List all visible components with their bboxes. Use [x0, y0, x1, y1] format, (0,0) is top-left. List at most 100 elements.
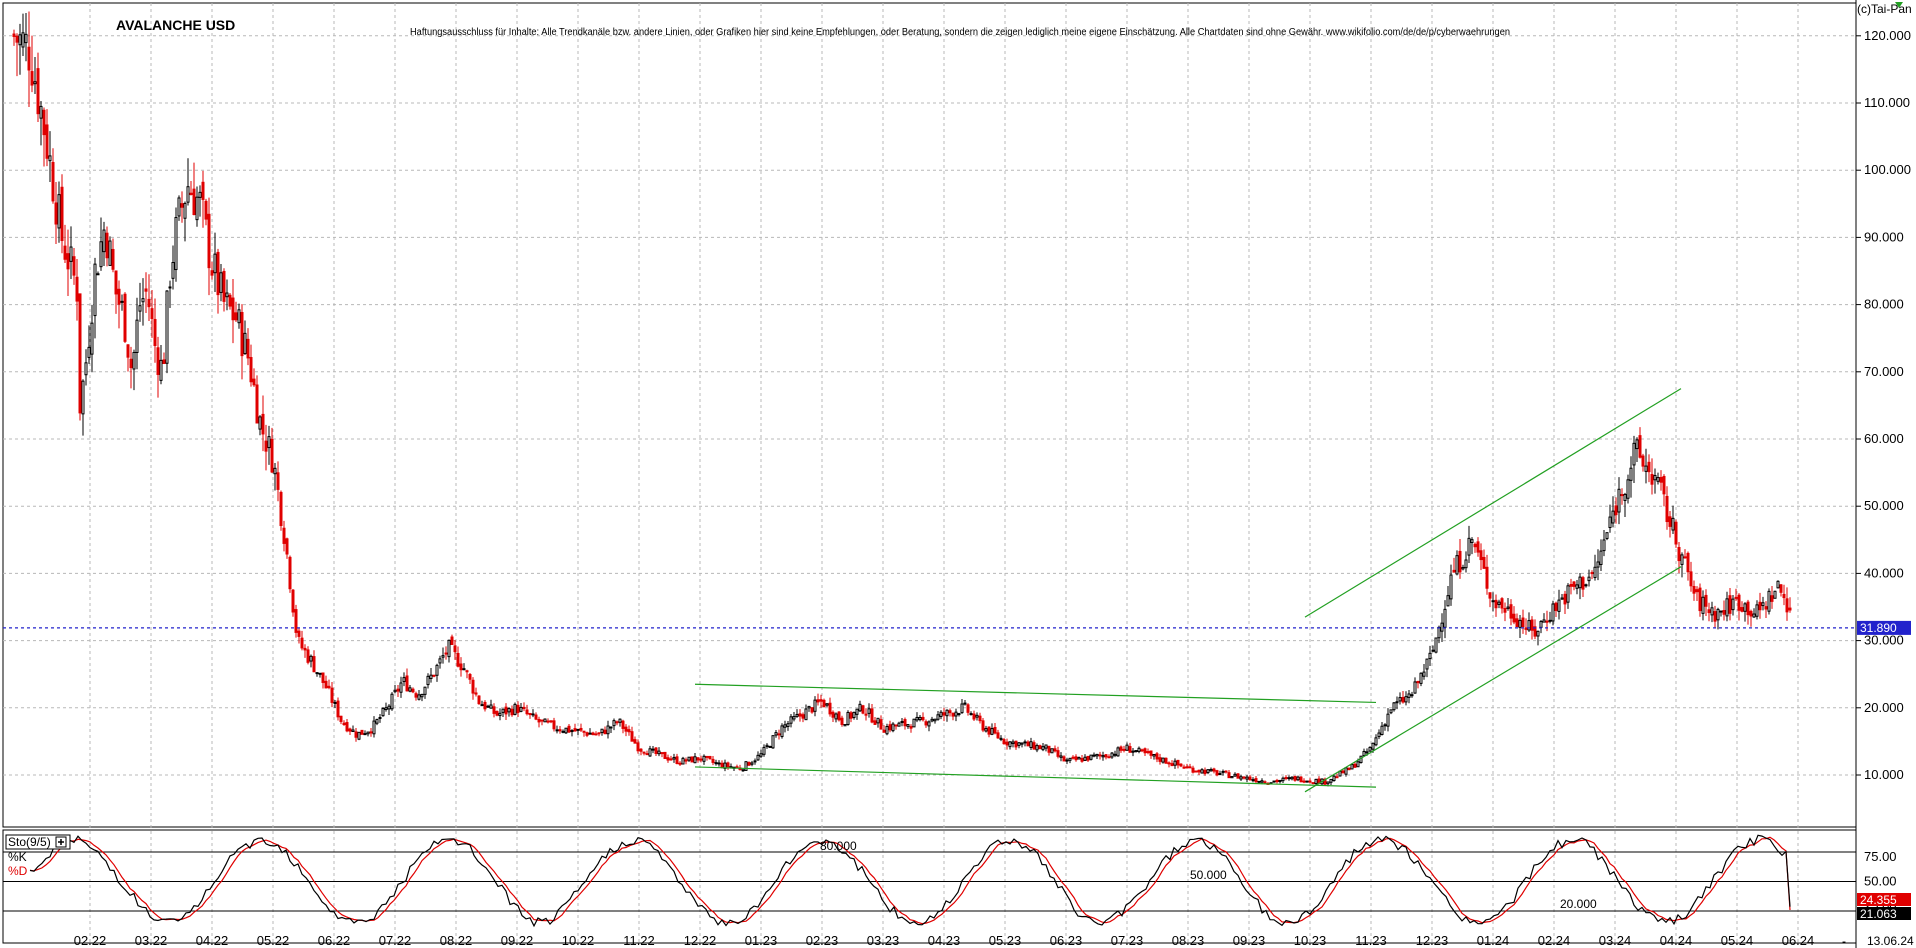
- candle-body: [1563, 593, 1567, 605]
- candle-body: [720, 762, 724, 769]
- candle: [1710, 601, 1714, 623]
- candle: [1785, 587, 1789, 621]
- candle-body: [636, 742, 640, 752]
- candle: [156, 336, 160, 398]
- candle-body: [912, 718, 916, 728]
- candle-body: [756, 754, 760, 761]
- candle: [1701, 590, 1705, 621]
- candle: [471, 677, 475, 700]
- candle: [1764, 601, 1768, 619]
- candle: [381, 707, 385, 717]
- candle-body: [1710, 607, 1714, 616]
- candle-body: [1512, 613, 1516, 623]
- vertical-grid: [89, 3, 1799, 943]
- candle: [255, 375, 259, 424]
- candle: [102, 221, 106, 266]
- candle-body: [1620, 494, 1624, 497]
- candle-body: [1674, 521, 1678, 545]
- candle: [1770, 586, 1774, 609]
- candle-body: [666, 757, 670, 761]
- candle: [540, 719, 544, 726]
- candle-body: [75, 276, 79, 302]
- candle: [267, 425, 271, 465]
- candle-body: [528, 713, 532, 716]
- candle-body: [1584, 584, 1588, 587]
- candle: [429, 667, 433, 683]
- candle-body: [1470, 539, 1474, 543]
- candle: [489, 699, 493, 709]
- candle-body: [1371, 742, 1375, 750]
- candle-body: [1230, 776, 1234, 779]
- candle-body: [582, 730, 586, 733]
- candle: [630, 726, 634, 742]
- indicator-label-box[interactable]: [5, 834, 71, 850]
- candle: [1329, 778, 1333, 785]
- candle-body: [267, 436, 271, 449]
- candle-body: [1770, 595, 1774, 602]
- candles: [12, 11, 1792, 787]
- candle-body: [957, 713, 961, 716]
- candle: [564, 727, 568, 734]
- candle: [960, 698, 964, 714]
- candle: [1110, 751, 1114, 759]
- candle: [1767, 588, 1771, 615]
- x-tick-label: 01.23: [745, 933, 778, 948]
- candle-body: [309, 655, 313, 662]
- candle: [1548, 611, 1552, 624]
- candle-body: [1503, 607, 1507, 613]
- candle-body: [1218, 773, 1222, 776]
- candle-body: [1515, 618, 1519, 628]
- candle: [909, 724, 913, 733]
- candle-body: [1638, 435, 1642, 458]
- candle: [582, 730, 586, 737]
- candle-body: [792, 716, 796, 720]
- candle: [1386, 708, 1390, 732]
- candle: [252, 368, 256, 387]
- candle: [321, 672, 325, 689]
- candle: [609, 726, 613, 733]
- candle: [372, 716, 376, 738]
- candle-body: [24, 33, 28, 44]
- stoch-y-tick-label: 75.00: [1864, 849, 1897, 864]
- candle: [222, 268, 226, 312]
- candle-body: [1677, 547, 1681, 562]
- candle-body: [1764, 606, 1768, 610]
- candle: [1488, 592, 1492, 608]
- candle: [699, 755, 703, 763]
- candle-body: [1389, 709, 1393, 714]
- candle: [894, 724, 898, 730]
- candle-body: [915, 716, 919, 721]
- candle-body: [1461, 567, 1465, 570]
- candle-body: [900, 721, 904, 724]
- candle: [810, 706, 814, 714]
- candle: [1707, 602, 1711, 622]
- candle-body: [705, 755, 709, 758]
- candle-body: [1560, 597, 1564, 600]
- candle-body: [1695, 589, 1699, 593]
- candle: [915, 712, 919, 723]
- candle: [1587, 569, 1591, 587]
- candle-body: [1629, 467, 1633, 481]
- candle: [69, 226, 73, 280]
- candle-body: [1080, 758, 1084, 762]
- candle-body: [219, 272, 223, 293]
- candle-body: [870, 708, 874, 723]
- candle-body: [1608, 516, 1612, 529]
- candle: [1584, 583, 1588, 588]
- candle: [1095, 753, 1099, 760]
- candle: [1218, 770, 1222, 776]
- candle: [933, 718, 937, 724]
- x-tick-label: 10.22: [562, 933, 595, 948]
- candle-body: [1341, 770, 1345, 774]
- candle-body: [504, 706, 508, 715]
- candle-body: [150, 308, 154, 319]
- candle-body: [1440, 622, 1444, 632]
- candle-body: [516, 704, 520, 714]
- candle-body: [813, 699, 817, 712]
- candle: [1053, 745, 1057, 753]
- candle: [45, 109, 49, 167]
- candle-body: [1743, 603, 1747, 612]
- candle: [1005, 738, 1009, 750]
- candle-body: [1554, 602, 1558, 611]
